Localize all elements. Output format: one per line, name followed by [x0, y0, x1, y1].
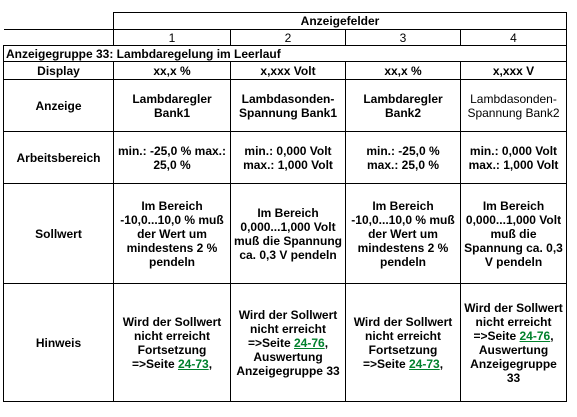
cell: xx,x % — [345, 61, 461, 80]
cell: Wird der Sollwert nicht erreicht =>Seite… — [460, 283, 567, 402]
cell: Im Bereich -10,0...10,0 % muß der Wert u… — [113, 183, 231, 284]
data-row: Hinweis Wird der Sollwert nicht erreicht … — [3, 283, 567, 402]
group-row: Anzeigegruppe 33: Lambdaregelung im Leer… — [3, 45, 567, 62]
page-link[interactable]: 24-73 — [177, 356, 209, 371]
cell-text: , Auswertung Anzeigegruppe 33 — [470, 328, 557, 385]
column-number: 2 — [230, 29, 346, 46]
column-number: 3 — [345, 29, 461, 46]
row-label: Display — [3, 61, 114, 80]
cell: min.: -25,0 % max.: 25,0 % — [345, 131, 461, 184]
corner-cell — [3, 12, 114, 30]
cell-text: Wird der Sollwert nicht erreicht Fortset… — [122, 314, 222, 371]
page-link[interactable]: 24-73 — [408, 356, 440, 371]
data-row: Display xx,x % x,xxx Volt xx,x % x,xxx V — [3, 61, 567, 80]
cell-text: Wird der Sollwert nicht erreicht =>Seite — [464, 300, 563, 343]
cell: x,xxx Volt — [230, 61, 346, 80]
header-cell: Anzeigefelder — [113, 12, 567, 30]
data-row: Arbeitsbereich min.: -25,0 % max.: 25,0 %… — [3, 131, 567, 184]
page-link[interactable]: 24-76 — [293, 335, 325, 350]
cell-text: Wird der Sollwert nicht erreicht Fortset… — [353, 314, 453, 371]
table: Anzeigefelder 1 2 3 4 Anzeigegruppe 33: Lambd… — [3, 12, 567, 402]
cell: Lambdasonden-Spannung Bank2 — [460, 79, 567, 132]
cell: Lambdasonden-Spannung Bank1 — [230, 79, 346, 132]
cell: Im Bereich 0,000...1,000 Volt muß die Sp… — [460, 183, 567, 284]
cell: x,xxx V — [460, 61, 567, 80]
cell: min.: -25,0 % max.: 25,0 % — [113, 131, 231, 184]
row-label: Hinweis — [3, 283, 114, 402]
row-label: Arbeitsbereich — [3, 131, 114, 184]
cell: Wird der Sollwert nicht erreicht Fortset… — [113, 283, 231, 402]
header-row: Anzeigefelder — [3, 12, 567, 30]
row-label: Sollwert — [3, 183, 114, 284]
row-label: Anzeige — [3, 79, 114, 132]
cell: min.: 0,000 Volt max.: 1,000 Volt — [460, 131, 567, 184]
cell-text: , — [208, 356, 213, 371]
corner-cell — [3, 29, 114, 46]
cell: Im Bereich 0,000...1,000 Volt muß die Sp… — [230, 183, 346, 284]
data-row: Sollwert Im Bereich -10,0...10,0 % muß de… — [3, 183, 567, 284]
column-number: 1 — [113, 29, 231, 46]
cell: xx,x % — [113, 61, 231, 80]
data-row: Anzeige Lambdaregler Bank1 Lambdasonden-Sp… — [3, 79, 567, 132]
table-wrapper: Anzeigefelder 1 2 3 4 Anzeigegruppe 33: Lambd… — [3, 12, 567, 402]
cell-text: , — [439, 356, 444, 371]
cell: min.: 0,000 Volt max.: 1,000 Volt — [230, 131, 346, 184]
cell-text: Wird der Sollwert nicht erreicht =>Seite — [238, 307, 338, 350]
cell: Wird der Sollwert nicht erreicht =>Seite… — [230, 283, 346, 402]
page-link[interactable]: 24-76 — [519, 328, 551, 343]
cell: Im Bereich -10,0...10,0 % muß der Wert u… — [345, 183, 461, 284]
group-title: Anzeigegruppe 33: Lambdaregelung im Leer… — [3, 45, 567, 62]
cell-text: , Auswertung Anzeigegruppe 33 — [236, 335, 340, 378]
cell: Wird der Sollwert nicht erreicht Fortset… — [345, 283, 461, 402]
column-number: 4 — [460, 29, 567, 46]
cell: Lambdaregler Bank1 — [113, 79, 231, 132]
cell: Lambdaregler Bank2 — [345, 79, 461, 132]
